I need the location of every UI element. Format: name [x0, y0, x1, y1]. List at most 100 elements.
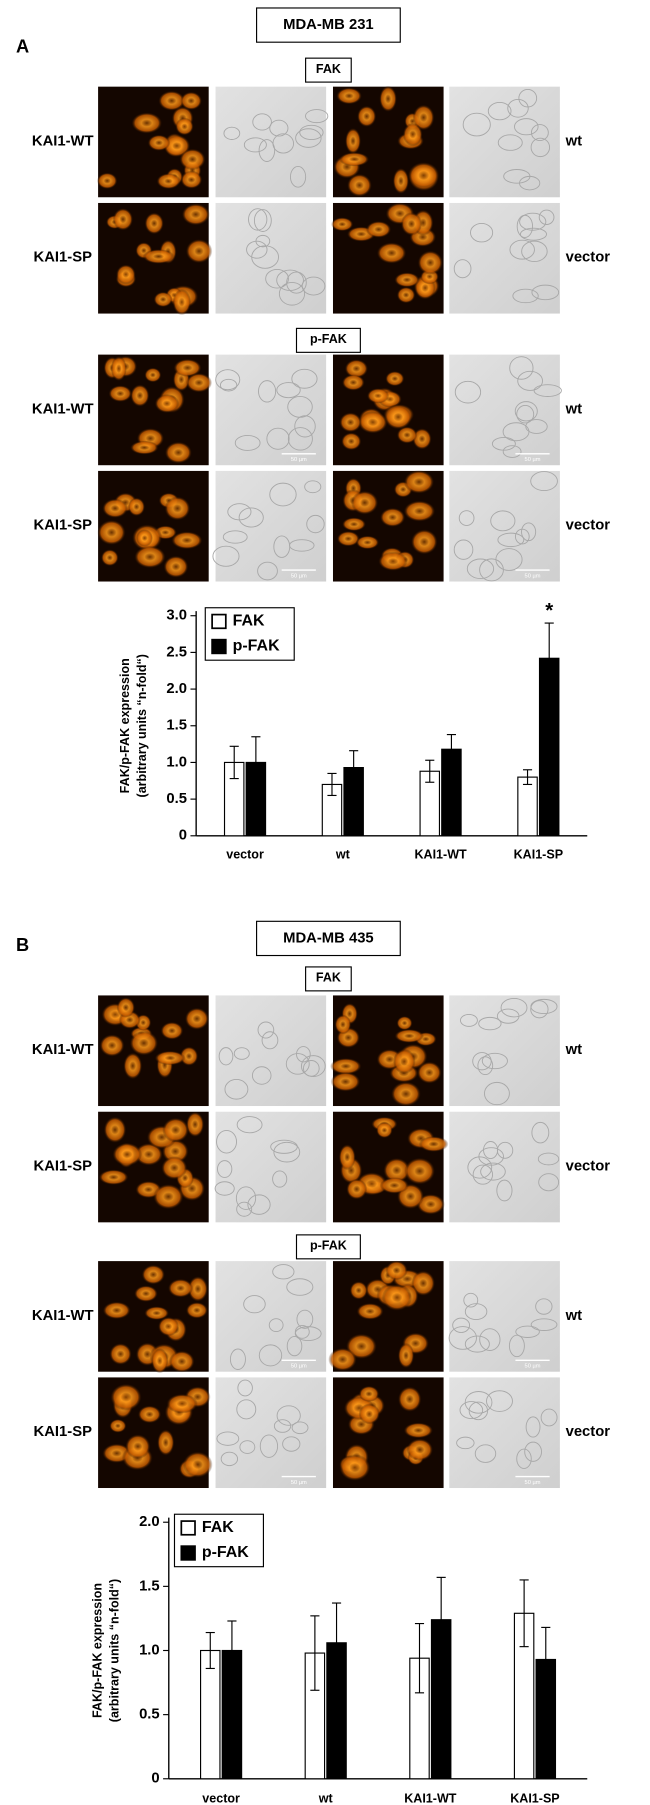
cell-outline: [464, 1391, 493, 1414]
cell-outline: [248, 208, 268, 231]
cell: [185, 238, 213, 264]
cell-outline: [507, 98, 529, 118]
cell-outline: [236, 1201, 253, 1217]
row-label: KAI1-SP: [34, 1158, 93, 1174]
cell-outline: [497, 532, 525, 548]
cell: [130, 384, 150, 407]
cell: [103, 1116, 127, 1144]
cell: [184, 1007, 209, 1030]
cell-outline: [516, 1448, 532, 1469]
row-label: KAI1-SP: [34, 518, 93, 534]
cell: [131, 112, 163, 134]
cell: [112, 1142, 143, 1166]
cell-outline: [478, 1016, 502, 1031]
dic-bg: [449, 1261, 560, 1372]
section-label: FAK: [316, 62, 341, 76]
cell-outline: [286, 1335, 303, 1357]
cell-outline: [472, 1164, 494, 1185]
row-label: vector: [566, 518, 611, 534]
cell: [356, 1302, 384, 1320]
cell-outline: [462, 112, 491, 137]
cell-outline: [486, 1390, 513, 1412]
cell: [379, 85, 397, 112]
cell: [341, 517, 367, 532]
cell-outline: [524, 1441, 542, 1462]
cell-outline: [258, 380, 277, 403]
cell: [185, 372, 213, 393]
cell-outline: [257, 1021, 275, 1039]
cell: [400, 212, 423, 236]
cell: [109, 1418, 127, 1433]
cell: [163, 555, 189, 578]
cell-outline: [500, 997, 528, 1018]
cell: [403, 470, 435, 494]
cell: [396, 1015, 413, 1031]
legend-swatch: [180, 1520, 196, 1536]
cell-outline: [538, 1173, 560, 1192]
row-label: wt: [565, 133, 583, 149]
cell-outline: [519, 227, 547, 241]
cell-outline: [509, 239, 535, 260]
dic-bg: [449, 1111, 560, 1223]
cell-outline: [234, 434, 261, 451]
cell: [181, 203, 210, 226]
micrograph: [98, 1261, 209, 1374]
dic-bg: [449, 354, 560, 466]
y-axis-label: FAK/p-FAK expression: [90, 1583, 104, 1718]
cell-outline: [466, 558, 495, 579]
cell-outline: [299, 124, 324, 141]
cell-outline: [272, 1170, 288, 1188]
cell-outline: [477, 1056, 494, 1076]
cell-outline: [295, 128, 322, 148]
cell: [403, 500, 436, 522]
cell-outline: [454, 380, 482, 404]
cell: [404, 1157, 436, 1185]
cell: [383, 1157, 411, 1183]
y-axis-label: (arbitrary units “n-fold“): [108, 1579, 122, 1722]
micrograph: [97, 470, 209, 582]
cell: [116, 997, 136, 1018]
cell-outline: [235, 1186, 257, 1210]
legend-label: p-FAK: [202, 1544, 249, 1561]
panel-letter: B: [16, 934, 29, 955]
cell-outline: [540, 1408, 558, 1427]
cell: [102, 1301, 131, 1320]
micrograph: [214, 1111, 327, 1223]
cell-outline: [300, 1055, 326, 1077]
cell-outline: [269, 119, 289, 137]
cell: [109, 1343, 132, 1365]
cell-outline: [490, 510, 516, 532]
cell-outline: [251, 245, 279, 269]
cell: [102, 498, 128, 519]
cell-outline: [467, 1156, 493, 1179]
cell: [355, 535, 380, 550]
cell-outline: [239, 1440, 256, 1454]
cell-outline: [458, 510, 475, 526]
cell: [100, 549, 119, 567]
row-label: KAI1-WT: [32, 401, 94, 417]
cell: [416, 1061, 442, 1084]
cell-outline: [296, 1309, 314, 1329]
bar: [200, 1649, 221, 1780]
micrograph: [449, 1111, 560, 1223]
cell: [346, 173, 372, 197]
cell-outline: [287, 427, 313, 451]
row-label: KAI1-SP: [34, 1424, 93, 1440]
scale-bar-label: 50 µm: [291, 573, 307, 579]
cell-outline: [247, 1194, 271, 1215]
section-box: [295, 1234, 361, 1260]
cell: [366, 388, 390, 404]
y-tick-label: 0: [151, 1771, 159, 1787]
cell-outline: [518, 88, 538, 108]
micrograph: [331, 202, 444, 314]
micrograph: 50 µm: [448, 1261, 560, 1372]
section-label: p-FAK: [310, 332, 347, 346]
bar: [517, 776, 538, 837]
scale-bar-label: 50 µm: [525, 457, 541, 463]
cell-outline: [479, 1328, 501, 1351]
cell-outline: [530, 1000, 549, 1019]
cell: [166, 1393, 198, 1414]
cell-outline: [276, 269, 304, 291]
cell-outline: [276, 1405, 301, 1426]
